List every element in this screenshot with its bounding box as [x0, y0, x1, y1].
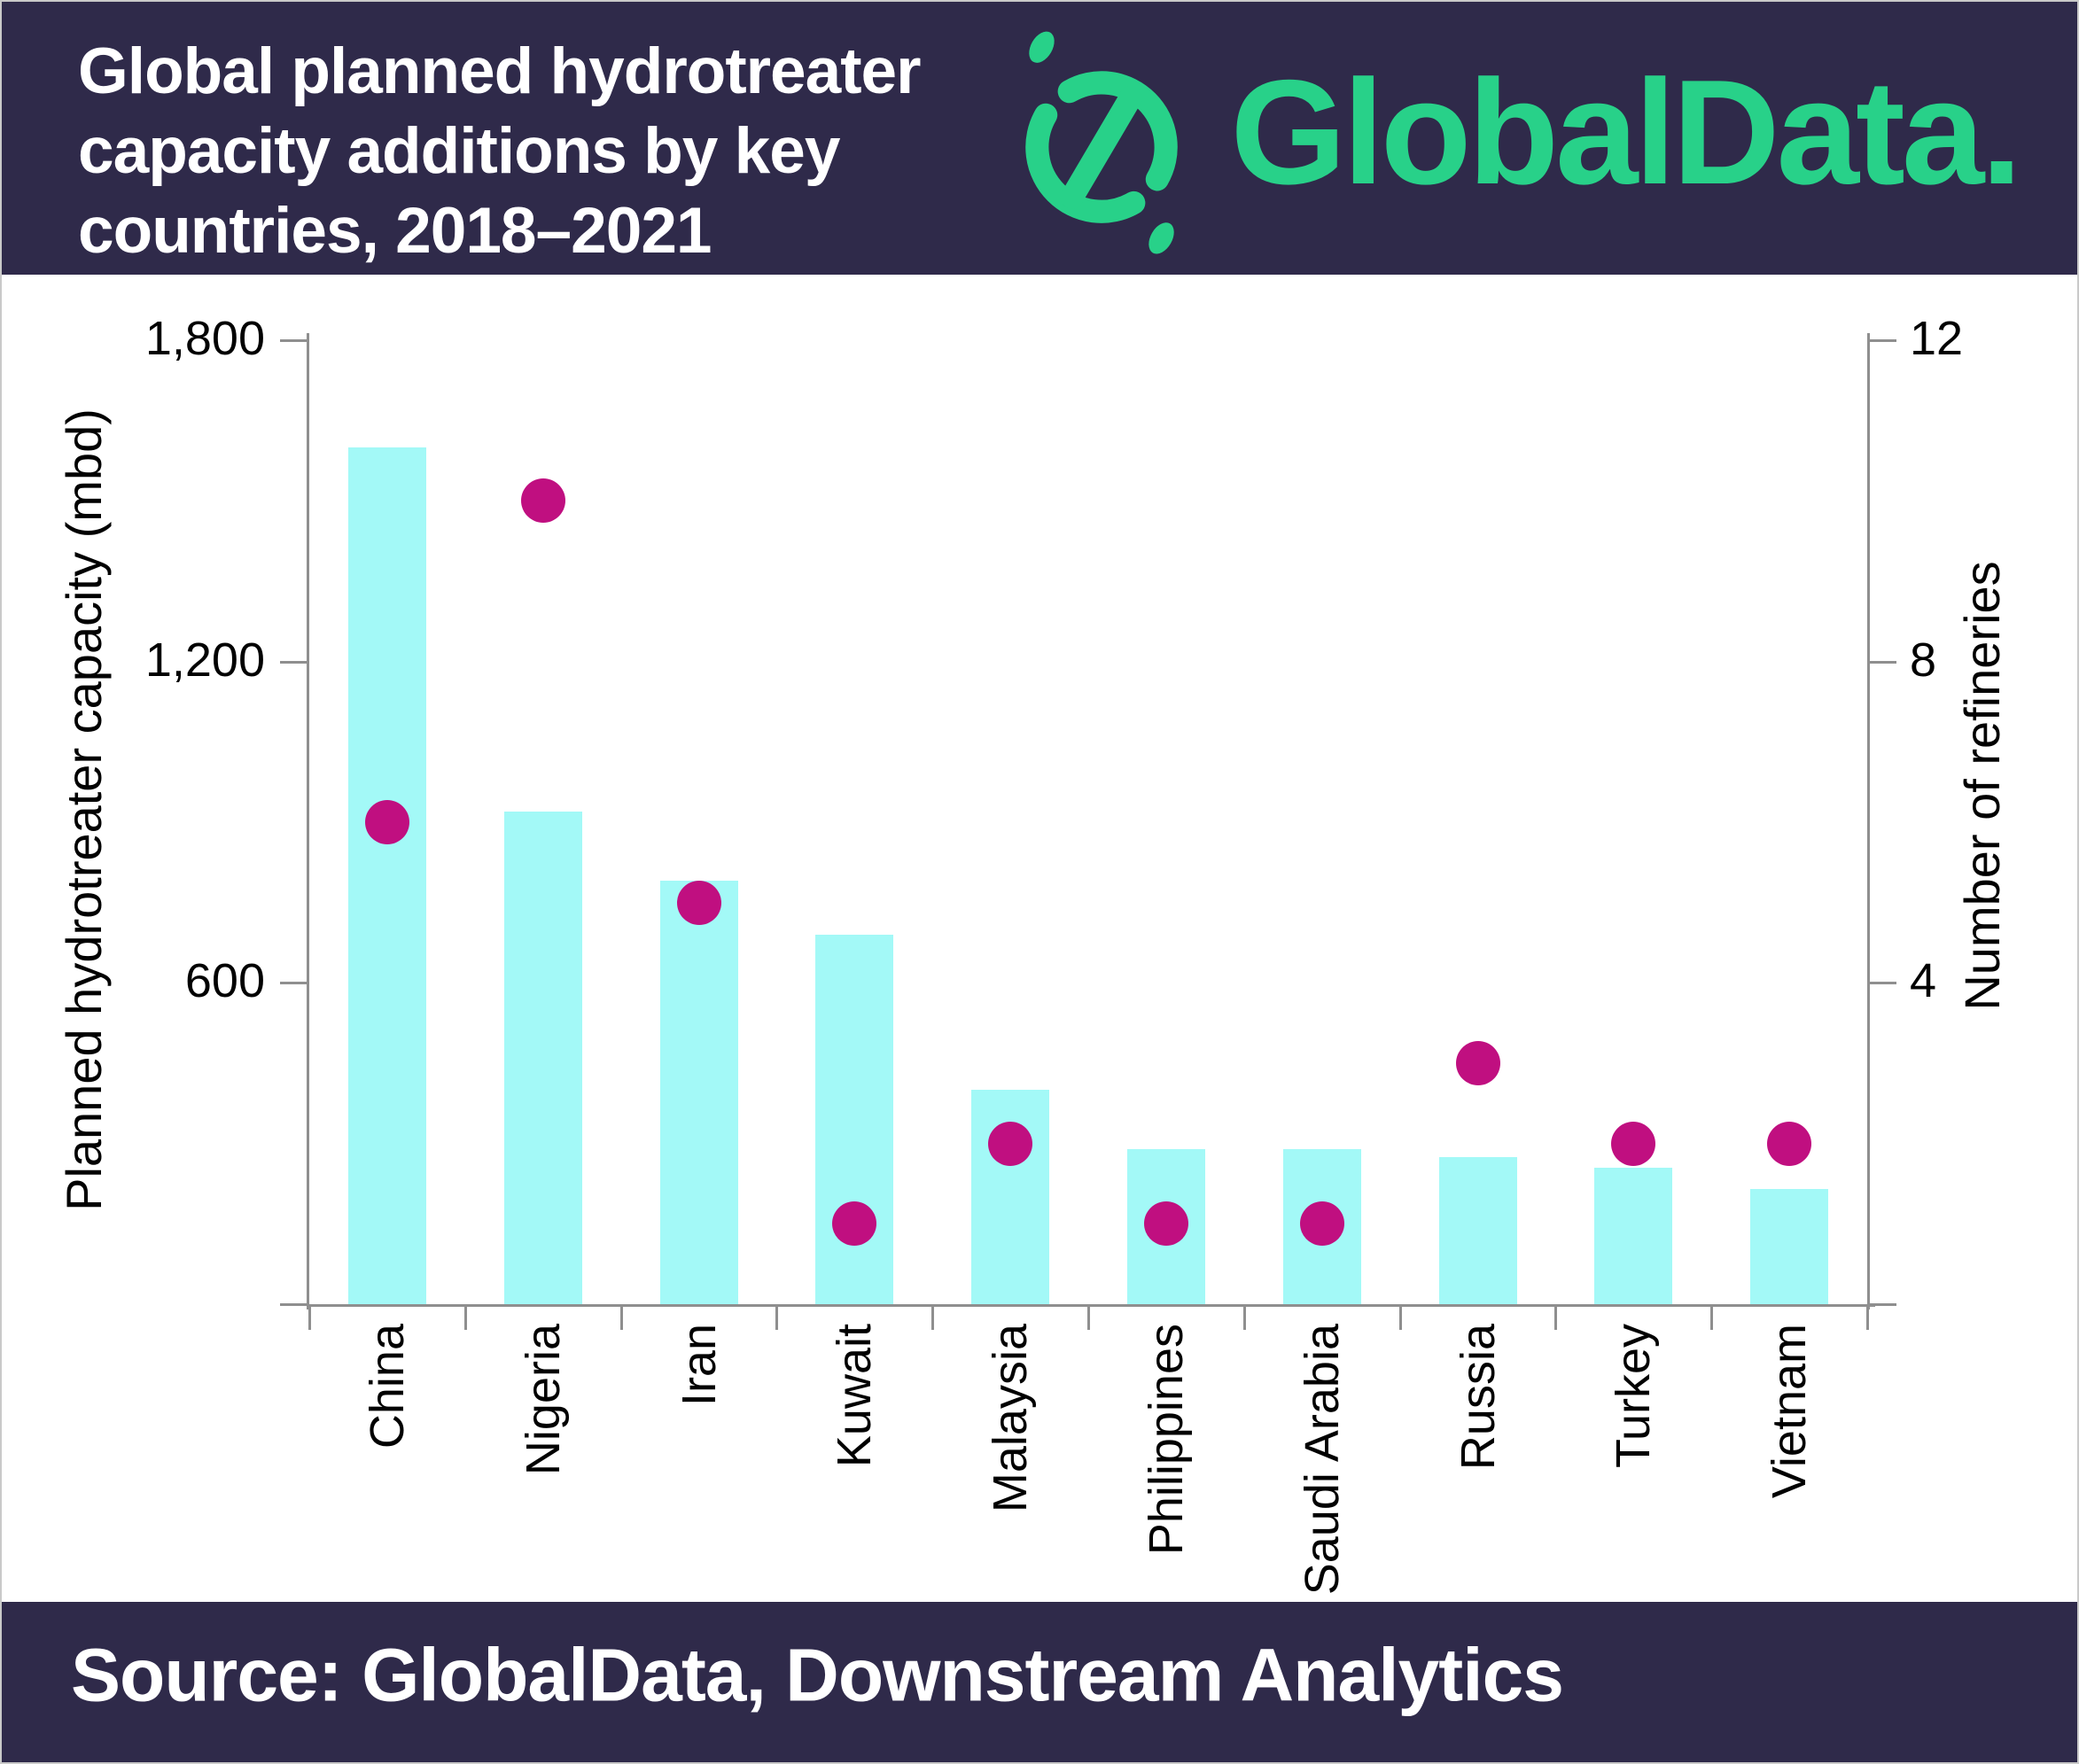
- category-label-vietnam: Vietnam: [1763, 1324, 1817, 1499]
- dot-philippines: [1143, 1201, 1188, 1247]
- right-axis-title: Number of refineries: [1954, 561, 2010, 1011]
- left-tick: [280, 660, 307, 664]
- x-tick: [1242, 1307, 1246, 1330]
- left-axis-line: [307, 333, 309, 1309]
- x-tick: [463, 1307, 467, 1330]
- right-tick: [1870, 1303, 1896, 1306]
- dot-turkey: [1611, 1121, 1656, 1166]
- right-tick: [1870, 339, 1896, 342]
- left-tick: [280, 1303, 307, 1306]
- bar-iran: [659, 881, 738, 1304]
- bar-russia: [1438, 1156, 1517, 1304]
- category-label-turkey: Turkey: [1607, 1324, 1661, 1469]
- x-tick: [775, 1307, 779, 1330]
- x-tick: [1710, 1307, 1714, 1330]
- right-tick: [1870, 982, 1896, 985]
- chart-title-line-2: capacity additions by key: [78, 115, 840, 187]
- chart-title-line-3: countries, 2018–2021: [78, 195, 712, 267]
- category-label-russia: Russia: [1451, 1324, 1505, 1471]
- globaldata-wordmark: GlobalData.: [1230, 49, 2022, 215]
- x-tick: [1087, 1307, 1090, 1330]
- dot-kuwait: [832, 1201, 877, 1247]
- bar-china: [347, 447, 426, 1304]
- right-tick-label: 12: [1910, 312, 1964, 365]
- left-tick-label: 1,200: [144, 633, 265, 687]
- bar-kuwait: [815, 934, 894, 1304]
- dot-malaysia: [988, 1121, 1033, 1166]
- bar-turkey: [1594, 1167, 1673, 1304]
- left-tick: [280, 982, 307, 985]
- footer-band: Source: GlobalData, Downstream Analytics: [2, 1602, 2077, 1762]
- right-tick-label: 4: [1910, 954, 1937, 1008]
- dot-nigeria: [520, 478, 565, 524]
- dot-vietnam: [1767, 1121, 1812, 1166]
- x-tick: [1554, 1307, 1558, 1330]
- category-label-iran: Iran: [672, 1324, 726, 1407]
- chart-title: Global planned hydrotreater capacity add…: [78, 32, 922, 271]
- category-label-philippines: Philippines: [1139, 1324, 1193, 1556]
- left-axis-title: Planned hydrotreater capacity (mbd): [56, 408, 112, 1211]
- x-tick: [931, 1307, 935, 1330]
- header-band: Global planned hydrotreater capacity add…: [2, 2, 2077, 275]
- category-label-malaysia: Malaysia: [984, 1324, 1038, 1513]
- dot-china: [364, 800, 409, 844]
- category-label-nigeria: Nigeria: [516, 1324, 570, 1476]
- x-tick: [308, 1307, 311, 1330]
- dot-iran: [676, 880, 721, 925]
- x-tick: [1398, 1307, 1402, 1330]
- category-label-china: China: [360, 1324, 414, 1449]
- source-text: Source: GlobalData, Downstream Analytics: [71, 1633, 1564, 1717]
- chart-title-line-1: Global planned hydrotreater: [78, 35, 922, 107]
- category-label-kuwait: Kuwait: [828, 1324, 882, 1468]
- left-tick-label: 1,800: [144, 312, 265, 365]
- left-tick-label: 600: [184, 954, 265, 1008]
- right-axis-line: [1867, 333, 1870, 1309]
- globaldata-logo: GlobalData.: [1008, 2, 2022, 275]
- globaldata-globe-icon: [1025, 31, 1179, 254]
- right-tick-label: 8: [1910, 633, 1937, 687]
- bar-nigeria: [503, 811, 582, 1304]
- bar-vietnam: [1750, 1189, 1829, 1304]
- dot-saudi-arabia: [1299, 1201, 1344, 1247]
- dot-russia: [1455, 1041, 1500, 1085]
- x-tick: [1866, 1307, 1869, 1330]
- x-axis-line: [307, 1304, 1875, 1307]
- category-label-saudi-arabia: Saudi Arabia: [1295, 1324, 1349, 1596]
- x-tick: [619, 1307, 623, 1330]
- left-tick: [280, 339, 307, 342]
- right-tick: [1870, 660, 1896, 664]
